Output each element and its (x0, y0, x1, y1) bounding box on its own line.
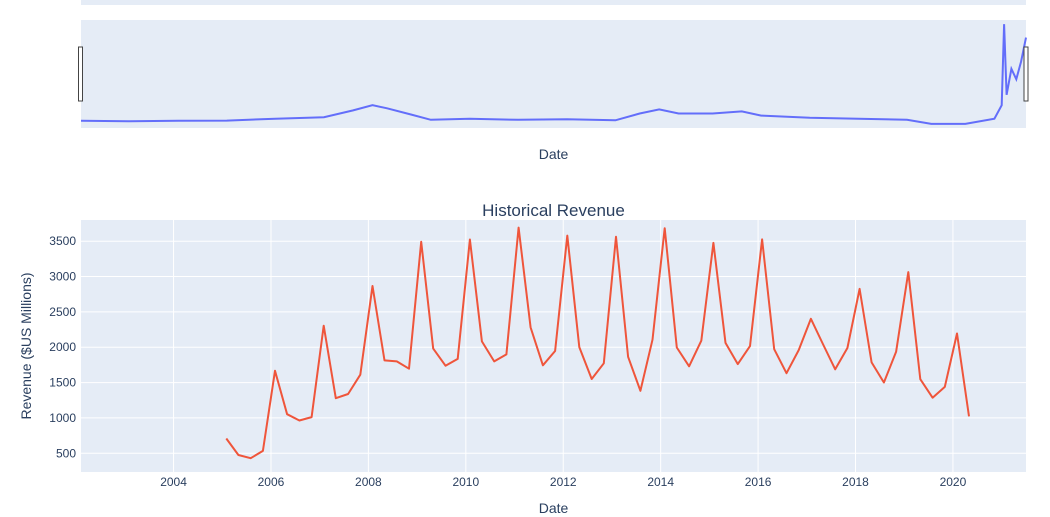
y-tick-label: 1000 (49, 411, 76, 425)
x-tick-label: 2016 (745, 475, 772, 489)
revenue-line[interactable] (225, 226, 970, 460)
y-tick-label: 3000 (49, 270, 76, 284)
x-axis-ticks: 2004 2006 2008 2010 2012 2014 2016 2018 2020 (160, 475, 966, 489)
range-slider-left-handle[interactable] (78, 46, 83, 102)
y-tick-label: 2000 (49, 340, 76, 354)
range-slider-background[interactable] (81, 20, 1026, 128)
y-tick-label: 1500 (49, 376, 76, 390)
x-axis-title: Date (539, 500, 569, 516)
y-axis-ticks: 500 1000 1500 2000 2500 3000 3500 (49, 234, 76, 460)
y-tick-label: 3500 (49, 234, 76, 248)
x-tick-label: 2006 (258, 475, 285, 489)
range-slider-xlabel: Date (539, 146, 569, 162)
x-tick-label: 2004 (160, 475, 187, 489)
x-tick-label: 2020 (940, 475, 967, 489)
y-tick-label: 500 (56, 446, 76, 460)
x-tick-label: 2008 (355, 475, 382, 489)
range-slider-top-strip (81, 0, 1026, 5)
range-slider-right-handle[interactable] (1023, 46, 1029, 102)
range-slider-trace (80, 24, 1027, 125)
y-axis-title: Revenue ($US Millions) (18, 272, 34, 419)
plot-area (81, 220, 1026, 472)
range-slider[interactable] (78, 0, 1029, 128)
y-tick-label: 2500 (49, 305, 76, 319)
x-tick-label: 2012 (550, 475, 577, 489)
x-tick-label: 2014 (647, 475, 674, 489)
x-tick-label: 2018 (842, 475, 869, 489)
chart-title: Historical Revenue (482, 201, 625, 220)
x-tick-label: 2010 (452, 475, 479, 489)
